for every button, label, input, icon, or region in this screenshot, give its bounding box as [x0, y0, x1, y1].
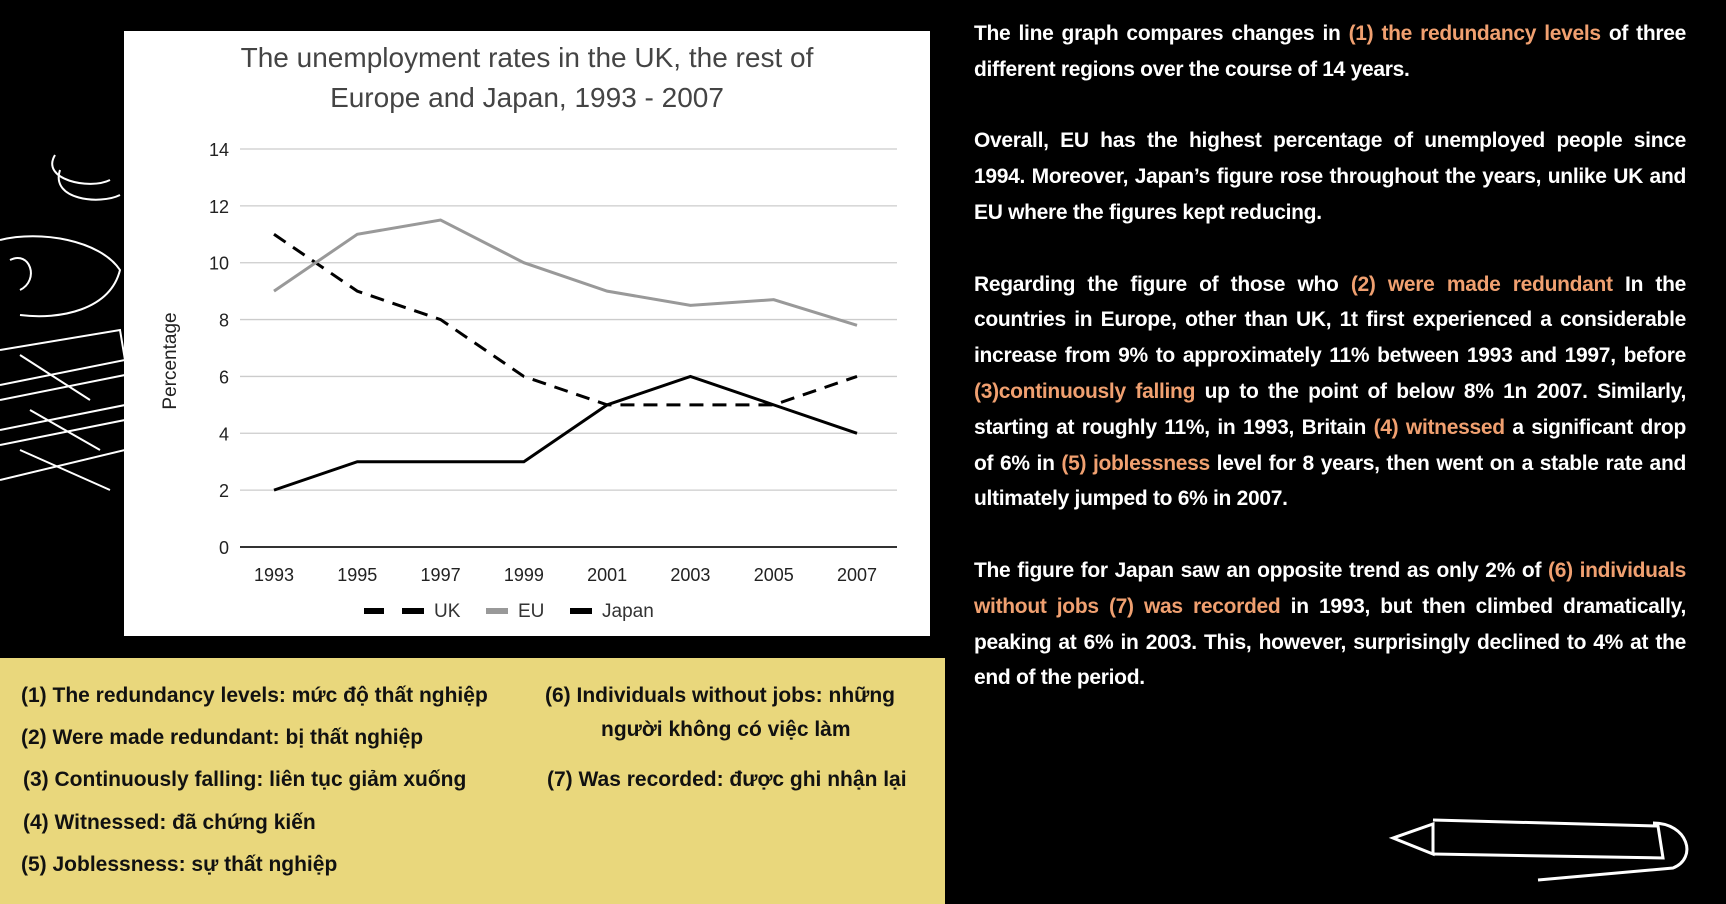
legend-label-eu: EU — [518, 601, 544, 622]
vocab-item-6: (6) Individuals without jobs: những — [545, 684, 896, 707]
chart-title-line-1: The unemployment rates in the UK, the re… — [241, 42, 814, 73]
y-axis-label: Percentage — [160, 312, 181, 409]
highlighted-phrase: (4) witnessed — [1373, 415, 1505, 439]
y-tick-label: 2 — [219, 481, 229, 501]
essay-paragraph-1: The line graph compares changes in (1) t… — [974, 16, 1686, 88]
chart-title-line-2: Europe and Japan, 1993 - 2007 — [330, 82, 724, 113]
y-tick-label: 8 — [219, 311, 229, 331]
x-tick-label: 1997 — [421, 565, 461, 585]
highlighted-phrase: (5) joblessness — [1061, 451, 1210, 475]
vocab-item-4: (4) Witnessed: đã chứng kiến — [23, 811, 316, 834]
essay-text-segment: In the countries in Europe, other than U… — [974, 272, 1686, 368]
vocab-item-1: (1) The redundancy levels: mức độ thất n… — [21, 684, 488, 707]
series-line-uk — [273, 233, 858, 407]
essay-text-segment: Regarding the figure of those who — [974, 272, 1351, 296]
highlighted-phrase: (1) the redundancy levels — [1348, 22, 1601, 45]
vocab-item-3: (3) Continuously falling: liên tục giảm … — [23, 768, 467, 791]
essay-text: The line graph compares changes in (1) t… — [974, 16, 1686, 732]
vocab-item-5: (5) Joblessness: sự thất nghiệp — [21, 853, 338, 876]
essay-paragraph-3: Regarding the figure of those who (2) we… — [974, 267, 1686, 518]
y-tick-label: 12 — [209, 197, 229, 217]
vocab-item-2: (2) Were made redundant: bị thất nghiệp — [21, 726, 424, 749]
series-line-japan — [273, 374, 858, 492]
x-tick-label: 2001 — [587, 565, 627, 585]
x-tick-label: 2007 — [837, 565, 877, 585]
highlighted-phrase: (3)continuously falling — [974, 379, 1196, 403]
essay-text-segment: up to the point of below 8% 1n 2007. Sim… — [974, 379, 1686, 439]
y-tick-label: 6 — [219, 367, 229, 387]
legend-label-uk: UK — [434, 601, 461, 622]
essay-paragraph-2: Overall, EU has the highest percentage o… — [974, 123, 1686, 230]
essay-text-segment: of three different regions over the cour… — [974, 22, 1686, 81]
chart-svg: The unemployment rates in the UK, the re… — [160, 42, 897, 622]
series-line-eu — [273, 218, 858, 327]
teacup-books-doodle-icon — [0, 154, 127, 491]
y-tick-label: 10 — [209, 254, 229, 274]
y-tick-label: 14 — [209, 140, 229, 160]
legend-label-japan: Japan — [602, 601, 654, 622]
vocab-item-7: (7) Was recorded: được ghi nhận lại — [547, 768, 907, 791]
essay-paragraph-4: The figure for Japan saw an opposite tre… — [974, 553, 1686, 696]
essay-text-segment: level for 8 years, then went on a stable… — [974, 451, 1686, 511]
essay-text-segment: Overall, EU has the highest percentage o… — [974, 129, 1686, 224]
x-tick-label: 2005 — [754, 565, 794, 585]
y-tick-label: 4 — [219, 424, 229, 444]
essay-text-segment: in 1993, but then climbed dramatically, … — [974, 594, 1686, 690]
essay-text-segment: The figure for Japan saw an opposite tre… — [974, 558, 1548, 582]
essay-text-segment: a significant drop of 6% in — [974, 415, 1686, 475]
y-tick-label: 0 — [219, 538, 229, 558]
line-chart: The unemployment rates in the UK, the re… — [124, 31, 930, 636]
highlighted-phrase: (6) individuals without jobs (7) was rec… — [974, 558, 1687, 618]
highlighted-phrase: (2) were made redundant — [1350, 272, 1613, 296]
essay-text-segment: The line graph compares changes in — [974, 22, 1349, 45]
x-tick-label: 2003 — [670, 565, 710, 585]
x-tick-label: 1995 — [337, 565, 377, 585]
x-tick-label: 1999 — [504, 565, 544, 585]
vocab-item-6-continued: người không có việc làm — [601, 718, 851, 741]
x-tick-label: 1993 — [254, 565, 294, 585]
pencil-doodle-icon — [1388, 818, 1689, 882]
vocabulary-panel: (1) The redundancy levels: mức độ thất n… — [0, 658, 945, 904]
